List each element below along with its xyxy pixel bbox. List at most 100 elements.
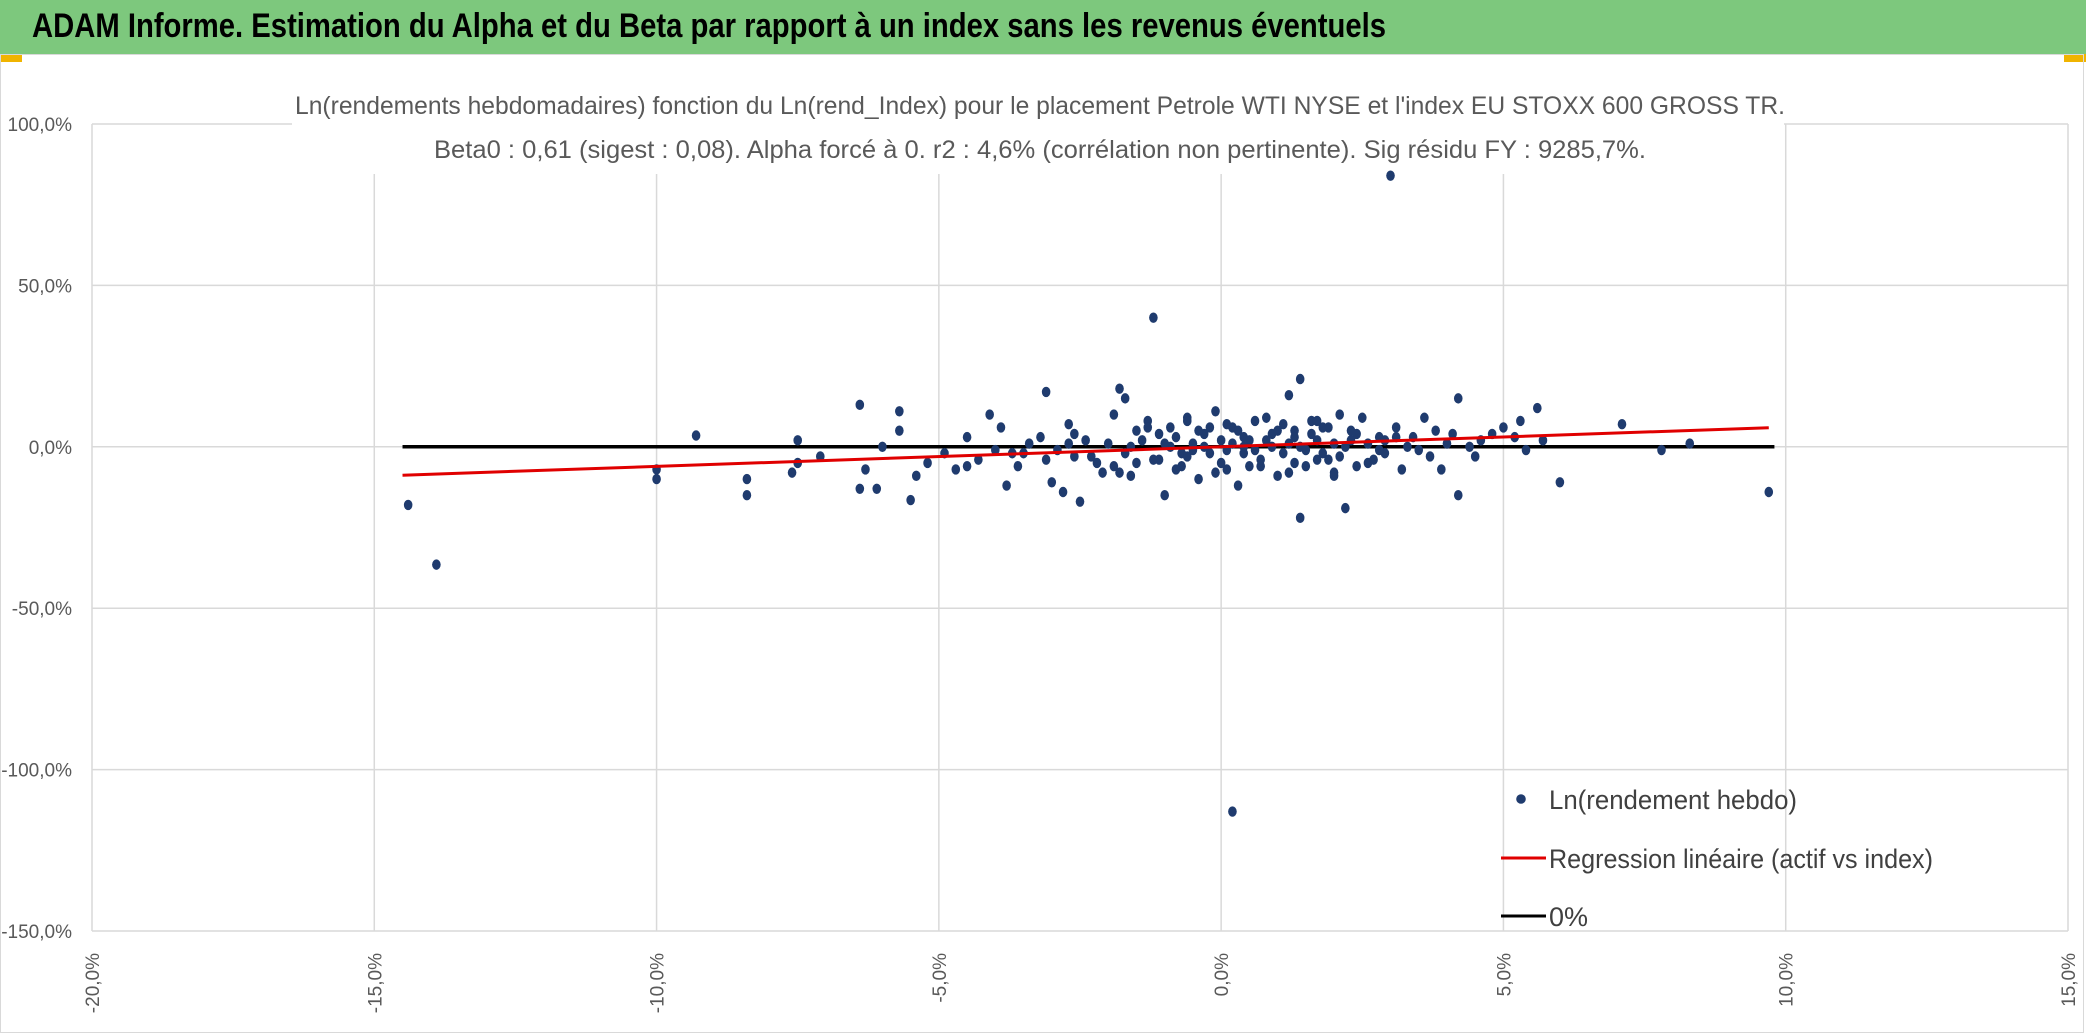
data-point <box>1284 467 1294 478</box>
y-tick-label: -100,0% <box>1 761 72 782</box>
data-point <box>1070 428 1079 440</box>
data-point <box>1465 441 1474 452</box>
data-point <box>1216 457 1226 469</box>
title-background <box>292 82 1784 174</box>
x-tick-label: -15,0% <box>365 953 386 1013</box>
data-point <box>1617 419 1627 430</box>
data-point <box>911 470 921 482</box>
corner-accent-right <box>2064 54 2086 62</box>
data-point <box>1318 422 1328 433</box>
data-point <box>815 451 825 462</box>
data-point <box>1420 412 1429 423</box>
data-point <box>1233 425 1243 436</box>
data-point <box>1397 464 1407 475</box>
data-point <box>1453 393 1463 404</box>
y-axis-ticks: 100,0% 50,0% 0,0% -50,0% -100,0% -150,0% <box>1 115 72 943</box>
data-point <box>1273 425 1282 436</box>
data-point <box>1154 428 1164 440</box>
data-point <box>787 467 797 478</box>
data-point <box>403 499 413 511</box>
data-point <box>1685 438 1695 449</box>
data-point <box>1211 467 1220 478</box>
data-point <box>1216 435 1226 446</box>
data-point <box>742 490 752 501</box>
legend: Ln(rendement hebdo) Regression linéaire … <box>1501 785 1933 932</box>
data-point <box>1245 435 1254 446</box>
data-point <box>1425 451 1435 462</box>
data-point <box>1267 441 1277 452</box>
data-point <box>1149 454 1158 465</box>
data-point <box>1312 454 1322 465</box>
data-point <box>1182 451 1192 462</box>
data-point <box>872 483 882 494</box>
data-point <box>1352 460 1361 472</box>
y-tick-label: 50,0% <box>18 276 72 297</box>
data-point <box>1070 451 1079 462</box>
data-point <box>1149 312 1158 323</box>
data-point <box>1329 470 1339 482</box>
data-point <box>1086 451 1096 462</box>
data-point <box>1363 438 1373 449</box>
chart-title: Ln(rendements hebdomadaires) fonction du… <box>295 92 1785 120</box>
data-point <box>1132 457 1141 469</box>
data-point <box>1290 431 1299 443</box>
data-point <box>1346 435 1356 446</box>
data-point <box>793 435 803 446</box>
data-point <box>1160 490 1169 501</box>
data-point <box>1109 460 1119 472</box>
regression-series <box>402 426 1769 477</box>
data-point <box>1437 464 1446 475</box>
data-point <box>1369 454 1378 465</box>
data-point <box>1228 806 1237 817</box>
data-point <box>1036 431 1045 443</box>
data-point <box>1041 454 1051 465</box>
data-point <box>1041 386 1051 398</box>
data-point <box>1318 448 1328 459</box>
data-point <box>1058 486 1068 498</box>
chart-subtitle: Beta0 : 0,61 (sigest : 0,08). Alpha forc… <box>434 136 1646 164</box>
data-point <box>1341 441 1350 452</box>
data-point <box>974 454 983 465</box>
data-point <box>1081 435 1090 446</box>
x-tick-label: 0,0% <box>1212 953 1233 996</box>
legend-label-points: Ln(rendement hebdo) <box>1549 785 1797 815</box>
data-point <box>1222 464 1232 475</box>
data-point <box>1250 415 1260 427</box>
y-tick-label: 0,0% <box>29 438 72 459</box>
data-point <box>1301 460 1311 472</box>
data-point <box>1470 451 1480 462</box>
data-point <box>1245 460 1254 472</box>
data-point <box>878 441 887 452</box>
data-point <box>996 422 1006 433</box>
chart-frame <box>0 54 2084 1033</box>
data-point <box>1499 422 1508 433</box>
data-point <box>1024 438 1034 449</box>
data-point <box>1301 444 1311 456</box>
data-point <box>1533 402 1542 414</box>
data-point <box>1120 393 1130 404</box>
legend-label-regression: Regression linéaire (actif vs index) <box>1549 844 1933 874</box>
legend-label-zero: 0% <box>1549 902 1588 932</box>
data-point <box>1346 425 1356 436</box>
data-point <box>1194 425 1203 436</box>
data-point <box>1211 406 1220 417</box>
data-point <box>1098 467 1107 478</box>
data-point <box>1256 454 1265 465</box>
data-point <box>1295 512 1305 524</box>
banner-title: ADAM Informe. Estimation du Alpha et du … <box>32 7 1387 45</box>
data-point <box>1137 435 1147 446</box>
data-point <box>1521 444 1531 456</box>
x-tick-label: 10,0% <box>1777 953 1798 1007</box>
data-point <box>1109 409 1119 420</box>
data-point <box>1002 480 1011 491</box>
data-point <box>1764 486 1774 498</box>
data-point <box>1205 448 1215 459</box>
data-point <box>1335 451 1345 462</box>
data-point <box>962 460 972 472</box>
data-point <box>1047 477 1057 488</box>
data-point <box>1092 457 1102 469</box>
data-point <box>1335 409 1345 420</box>
data-point <box>1064 438 1074 449</box>
data-point <box>1132 425 1141 436</box>
